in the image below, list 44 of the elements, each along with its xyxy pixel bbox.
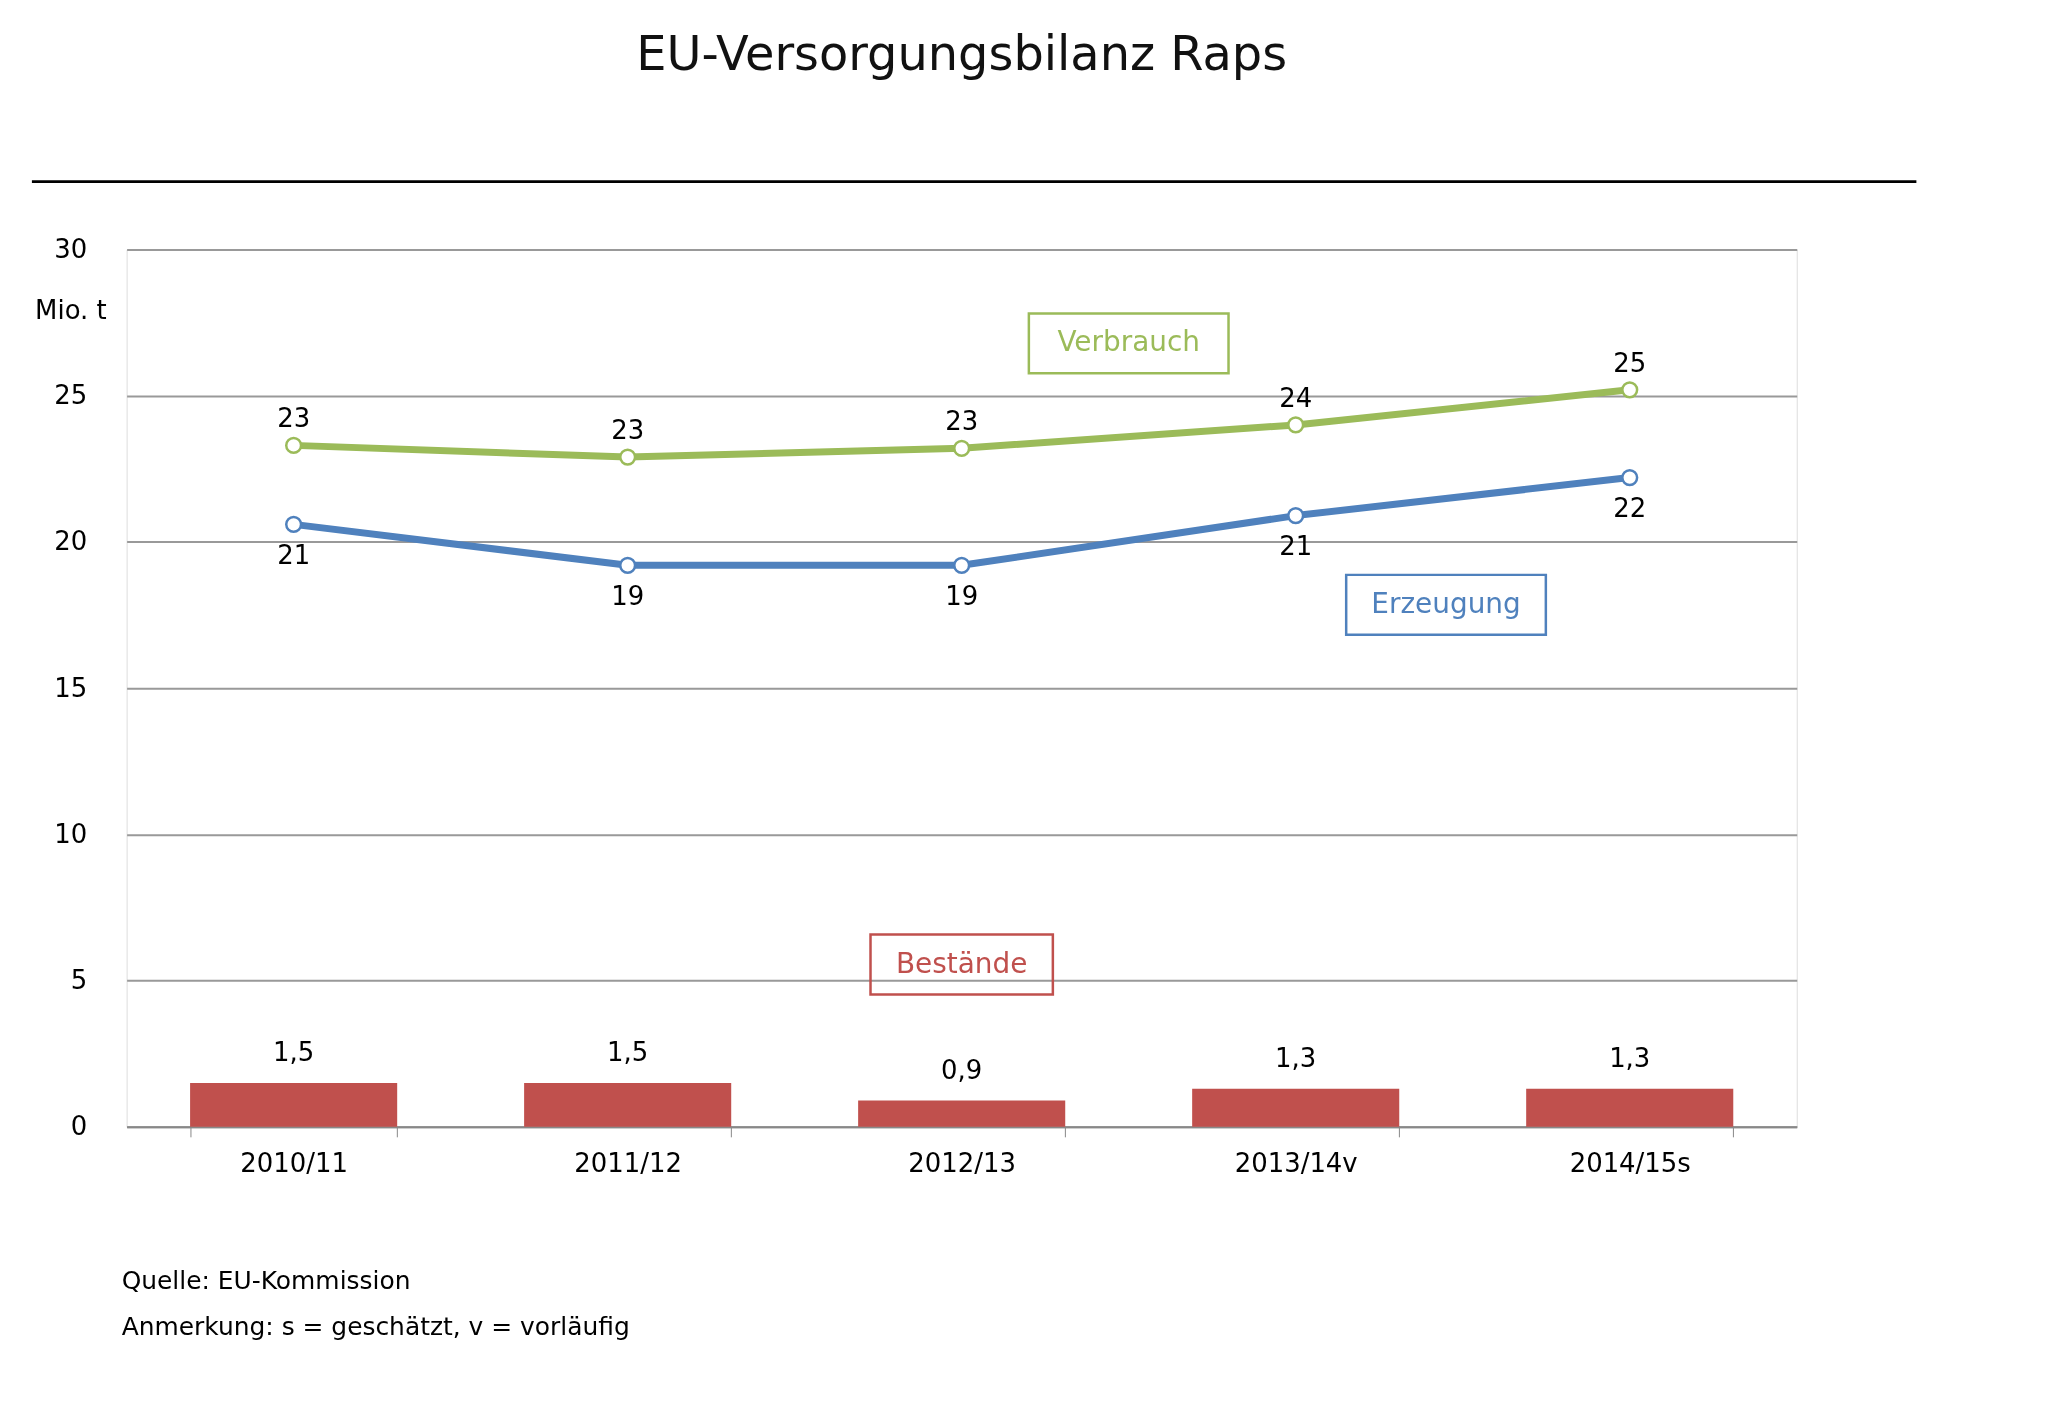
x-tick-label: 2014/15s bbox=[1569, 1148, 1691, 1179]
x-tick-label: 2012/13 bbox=[908, 1148, 1016, 1179]
point bbox=[953, 439, 971, 457]
y-tick-label: 15 bbox=[54, 672, 88, 703]
point bbox=[285, 515, 303, 533]
data-label: 25 bbox=[1613, 347, 1647, 378]
data-label: 1,3 bbox=[1275, 1042, 1317, 1073]
text: Verbrauch bbox=[1057, 325, 1200, 359]
data-label: 23 bbox=[945, 406, 979, 437]
y-axis-title: Mio. t bbox=[35, 294, 107, 325]
point bbox=[1621, 468, 1639, 487]
x-tick-label: 2013/14v bbox=[1234, 1148, 1358, 1179]
chart-title: EU-Versorgungsbilanz Raps bbox=[636, 26, 1288, 82]
y-tick-label: 0 bbox=[70, 1111, 88, 1142]
data-label: 21 bbox=[1279, 531, 1313, 562]
point bbox=[1621, 381, 1639, 399]
point bbox=[619, 448, 637, 466]
point bbox=[619, 556, 637, 574]
text: Erzeugung bbox=[1371, 586, 1521, 620]
data-label: 1,3 bbox=[1609, 1042, 1651, 1073]
y-tick-label: 20 bbox=[54, 526, 88, 557]
point bbox=[953, 556, 971, 574]
data-label: 1,5 bbox=[607, 1037, 649, 1068]
data-label: 22 bbox=[1613, 493, 1647, 524]
y-tick-label: 5 bbox=[70, 965, 88, 996]
data-label: 24 bbox=[1279, 382, 1313, 413]
data-label: 1,5 bbox=[273, 1037, 315, 1068]
data-label: 21 bbox=[277, 540, 311, 571]
data-label: 19 bbox=[611, 581, 645, 612]
y-tick-label: 25 bbox=[54, 380, 88, 411]
x-tick-label: 2010/11 bbox=[240, 1148, 348, 1179]
text: Anmerkung: s = geschätzt, v = vorläufig bbox=[121, 1312, 630, 1342]
point bbox=[1287, 416, 1305, 434]
x-tick-label: 2011/12 bbox=[574, 1148, 682, 1179]
point bbox=[285, 436, 303, 455]
data-label: 0,9 bbox=[941, 1054, 983, 1085]
point bbox=[1287, 506, 1305, 525]
data-label: 19 bbox=[945, 581, 979, 612]
data-label: 23 bbox=[611, 415, 645, 446]
y-tick-label: 10 bbox=[54, 818, 88, 849]
text: Bestände bbox=[895, 946, 1028, 980]
source-note: Quelle: EU-Kommission bbox=[121, 1266, 411, 1296]
y-tick-label: 30 bbox=[54, 233, 88, 264]
data-label: 23 bbox=[277, 403, 311, 434]
